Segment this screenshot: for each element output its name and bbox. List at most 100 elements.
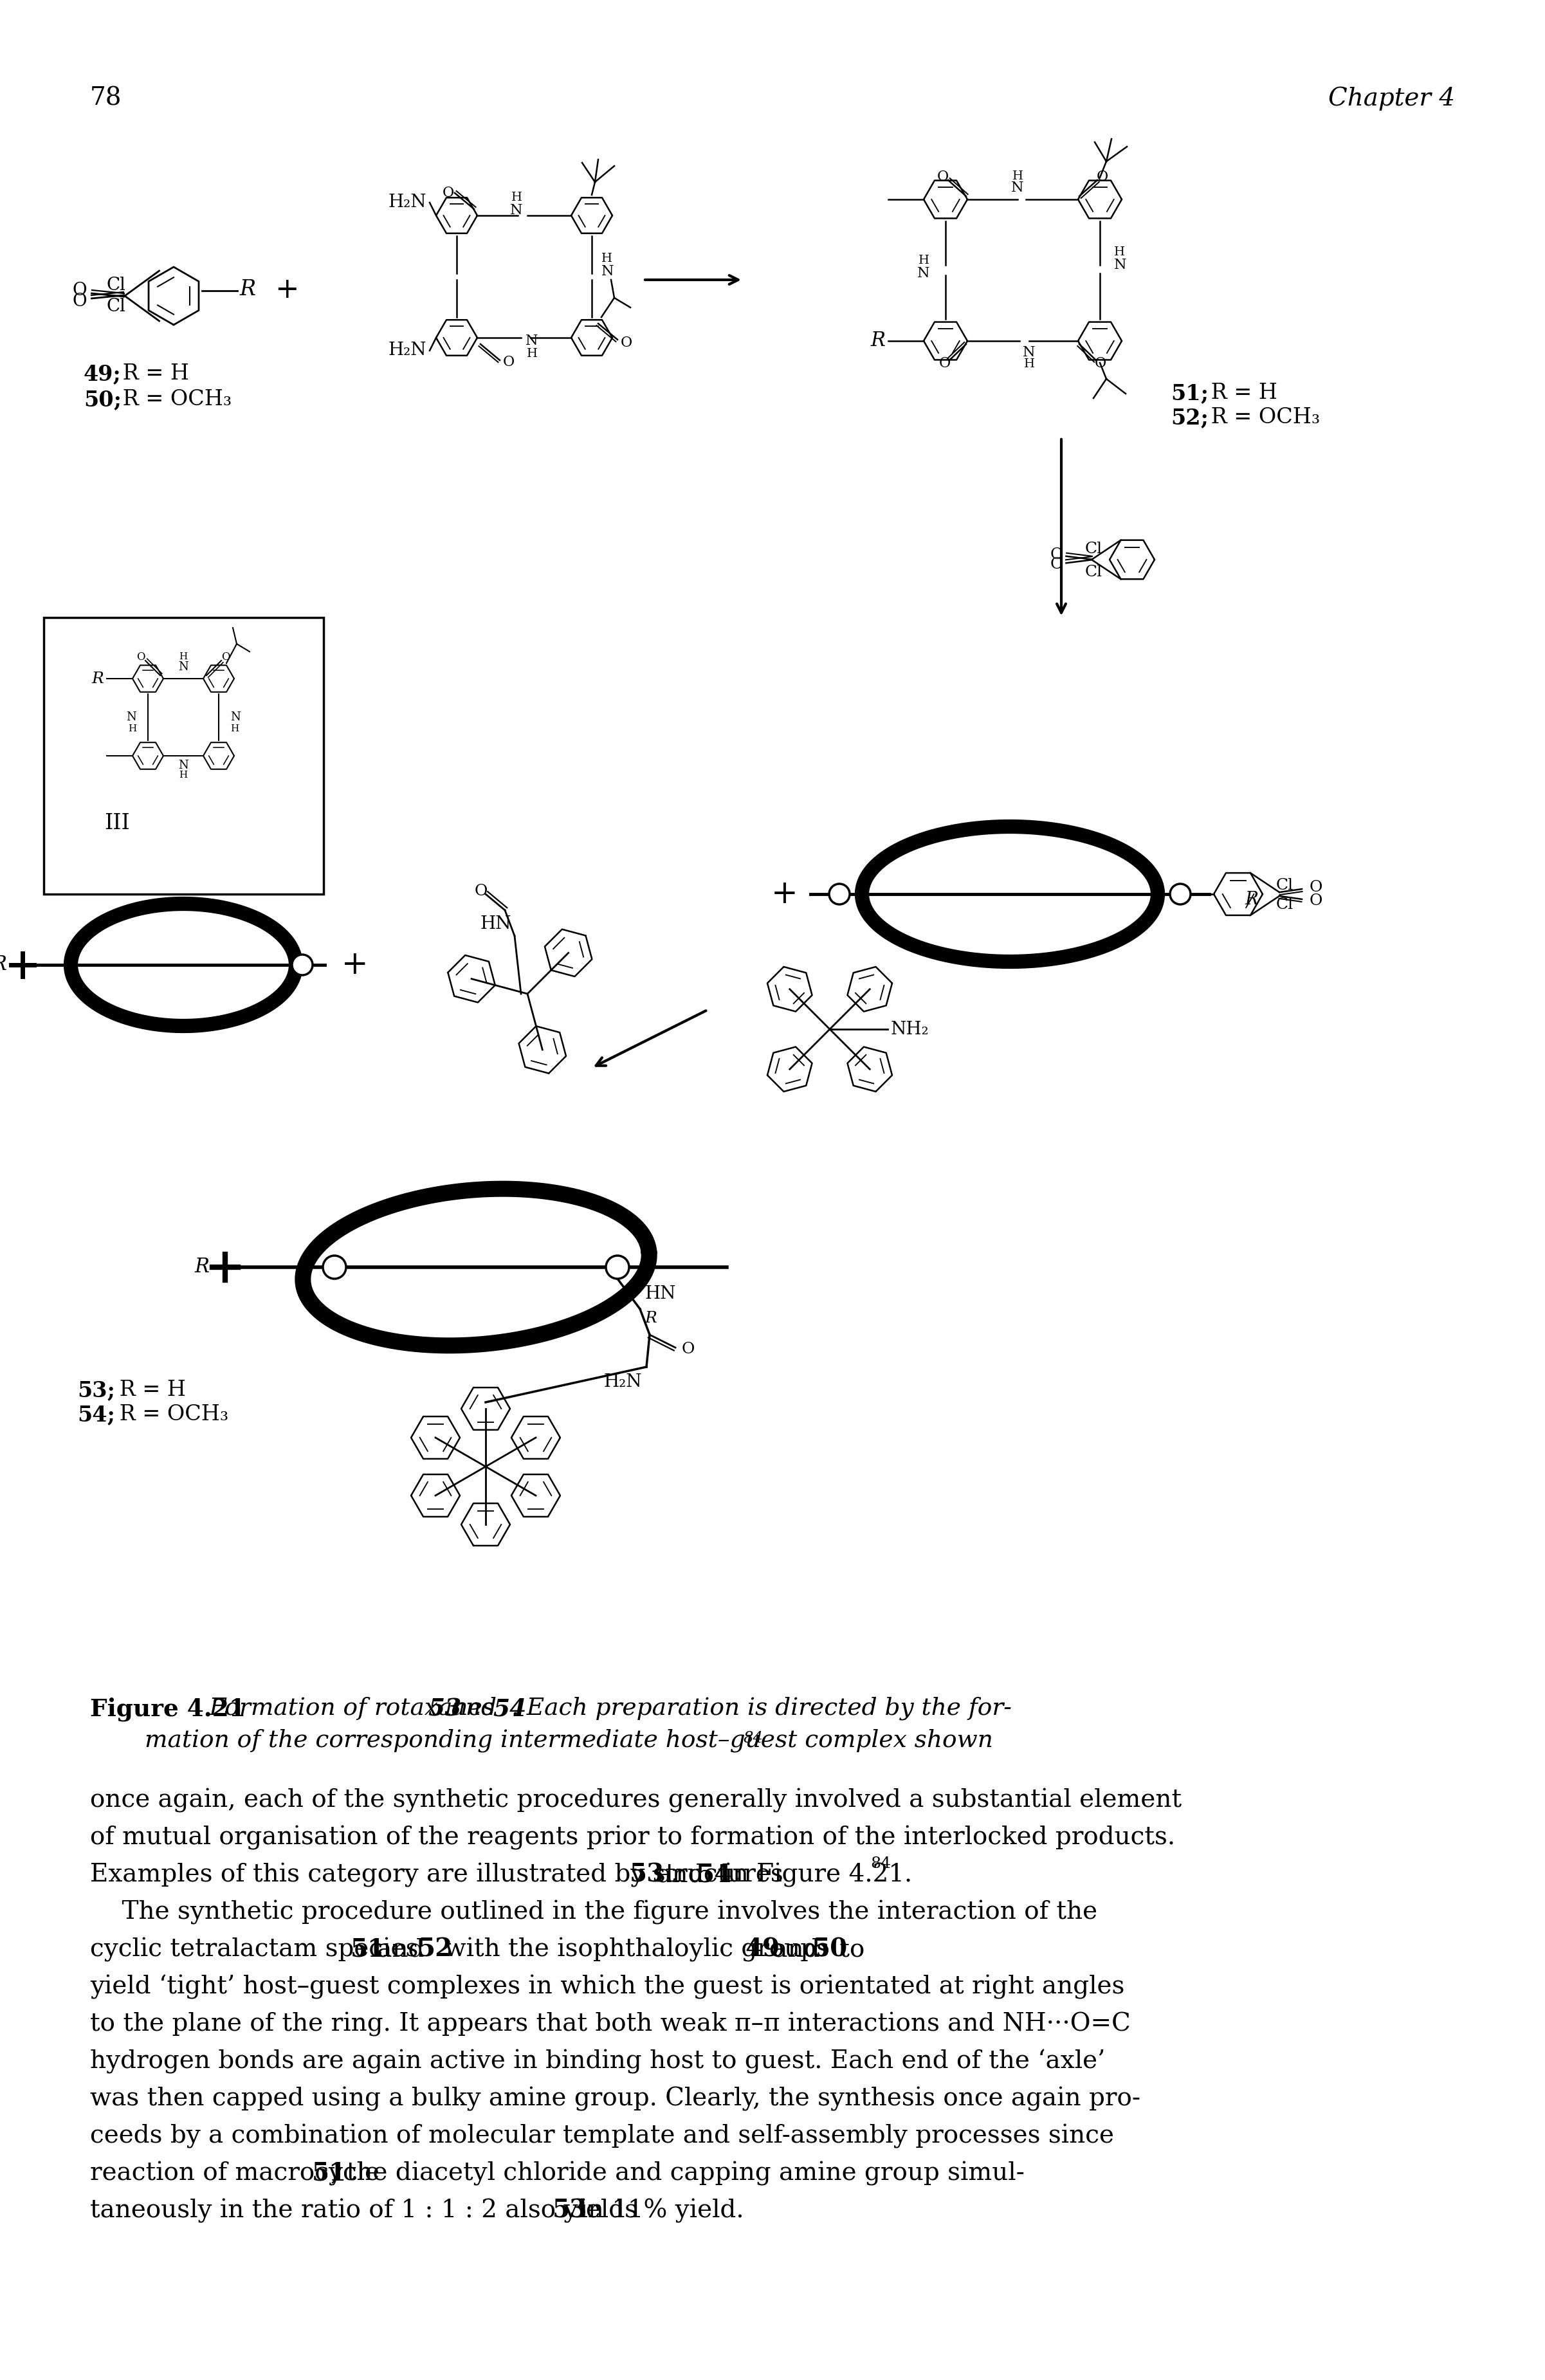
Text: R: R xyxy=(1245,890,1258,909)
Text: H₂N: H₂N xyxy=(388,343,426,359)
Text: O: O xyxy=(474,883,488,897)
Circle shape xyxy=(1170,883,1191,904)
Text: R = OCH₃: R = OCH₃ xyxy=(113,1404,229,1426)
Text: Examples of this category are illustrated by structures: Examples of this category are illustrate… xyxy=(90,1864,791,1887)
Text: Cl: Cl xyxy=(1085,564,1103,578)
Text: H: H xyxy=(128,724,136,733)
Text: N: N xyxy=(1023,345,1035,359)
Text: Cl: Cl xyxy=(1085,543,1103,557)
Text: 50: 50 xyxy=(813,1937,848,1961)
Text: O: O xyxy=(939,357,950,371)
Text: H: H xyxy=(1024,359,1035,369)
Text: H: H xyxy=(919,255,930,267)
Circle shape xyxy=(292,954,312,976)
Text: O: O xyxy=(681,1342,695,1357)
Text: 49: 49 xyxy=(745,1937,780,1961)
Text: H: H xyxy=(1114,248,1125,257)
Text: R = H: R = H xyxy=(1204,383,1278,402)
Text: +: + xyxy=(331,950,368,981)
Text: N: N xyxy=(1114,257,1126,271)
Text: and: and xyxy=(765,1937,828,1961)
Text: R: R xyxy=(239,278,255,300)
Text: N: N xyxy=(178,662,188,674)
Text: 53: 53 xyxy=(428,1697,462,1721)
Text: Cl: Cl xyxy=(107,298,125,314)
Text: Chapter 4: Chapter 4 xyxy=(1329,86,1455,112)
Bar xyxy=(43,616,323,895)
Text: Cl: Cl xyxy=(1276,897,1293,912)
Text: H: H xyxy=(1012,171,1023,181)
Text: Formation of rotaxanes: Formation of rotaxanes xyxy=(198,1697,499,1721)
Text: O: O xyxy=(73,281,87,300)
Text: N: N xyxy=(1012,181,1024,195)
Text: O: O xyxy=(221,652,230,664)
Text: III: III xyxy=(104,814,130,833)
Text: 78: 78 xyxy=(90,86,122,109)
Text: O: O xyxy=(1051,547,1063,562)
Text: O: O xyxy=(73,293,87,309)
Text: 54;: 54; xyxy=(77,1404,114,1426)
Text: R = H: R = H xyxy=(116,364,188,383)
Text: NH₂: NH₂ xyxy=(891,1021,929,1038)
Text: R = OCH₃: R = OCH₃ xyxy=(1204,407,1319,428)
Text: once again, each of the synthetic procedures generally involved a substantial el: once again, each of the synthetic proced… xyxy=(90,1787,1182,1814)
Text: to the plane of the ring. It appears that both weak π–π interactions and NH···O=: to the plane of the ring. It appears tha… xyxy=(90,2011,1131,2037)
Text: O: O xyxy=(136,652,145,664)
Text: 54: 54 xyxy=(697,1864,732,1887)
Text: O: O xyxy=(621,336,632,350)
Text: and: and xyxy=(369,1937,433,1961)
Text: and: and xyxy=(447,1697,502,1721)
Text: O: O xyxy=(1310,881,1323,895)
Text: N: N xyxy=(601,264,613,278)
Text: 51;: 51; xyxy=(1171,383,1208,405)
Text: , the diacetyl chloride and capping amine group simul-: , the diacetyl chloride and capping amin… xyxy=(331,2161,1024,2185)
Text: O: O xyxy=(1051,557,1063,571)
Text: with the isophthaloylic groups: with the isophthaloylic groups xyxy=(437,1937,837,1961)
Text: 53;: 53; xyxy=(77,1380,114,1402)
Text: 49;: 49; xyxy=(83,364,122,386)
Text: O: O xyxy=(1310,895,1323,909)
Circle shape xyxy=(606,1257,629,1278)
Text: reaction of macrocycle: reaction of macrocycle xyxy=(90,2161,388,2185)
Text: 50;: 50; xyxy=(83,390,122,409)
Text: was then capped using a bulky amine group. Clearly, the synthesis once again pro: was then capped using a bulky amine grou… xyxy=(90,2087,1140,2111)
Text: H: H xyxy=(179,771,187,781)
Text: N: N xyxy=(127,712,136,724)
Text: O: O xyxy=(1095,357,1106,371)
Text: H: H xyxy=(601,252,612,264)
Text: H: H xyxy=(230,724,239,733)
Text: 53: 53 xyxy=(553,2199,587,2223)
Text: R: R xyxy=(195,1257,209,1278)
Text: 84: 84 xyxy=(743,1730,763,1747)
Text: +: + xyxy=(266,276,300,305)
Text: O: O xyxy=(1097,169,1108,183)
Text: to: to xyxy=(831,1937,865,1961)
Text: H₂N: H₂N xyxy=(604,1373,641,1390)
Text: of mutual organisation of the reagents prior to formation of the interlocked pro: of mutual organisation of the reagents p… xyxy=(90,1825,1176,1849)
Text: 53: 53 xyxy=(630,1864,664,1887)
Text: R: R xyxy=(644,1311,657,1326)
Text: . Each preparation is directed by the for-: . Each preparation is directed by the fo… xyxy=(511,1697,1012,1721)
Text: yield ‘tight’ host–guest complexes in which the guest is orientated at right ang: yield ‘tight’ host–guest complexes in wh… xyxy=(90,1975,1125,1999)
Text: N: N xyxy=(916,267,930,281)
Text: N: N xyxy=(178,759,188,771)
Text: R: R xyxy=(91,671,104,685)
Text: HN: HN xyxy=(480,916,511,933)
Text: 84: 84 xyxy=(870,1856,891,1871)
Circle shape xyxy=(830,883,850,904)
Text: Cl: Cl xyxy=(1276,878,1293,892)
Text: ceeds by a combination of molecular template and self-assembly processes since: ceeds by a combination of molecular temp… xyxy=(90,2123,1114,2149)
Text: 51: 51 xyxy=(351,1937,385,1961)
Text: R = H: R = H xyxy=(113,1380,185,1399)
Text: O: O xyxy=(442,186,454,200)
Text: H: H xyxy=(179,652,187,662)
Text: hydrogen bonds are again active in binding host to guest. Each end of the ‘axle’: hydrogen bonds are again active in bindi… xyxy=(90,2049,1105,2073)
Text: N: N xyxy=(230,712,241,724)
Text: The synthetic procedure outlined in the figure involves the interaction of the: The synthetic procedure outlined in the … xyxy=(90,1899,1097,1925)
Text: H: H xyxy=(527,347,538,359)
Text: mation of the corresponding intermediate host–guest complex shown: mation of the corresponding intermediate… xyxy=(145,1728,993,1752)
Text: Figure 4.21: Figure 4.21 xyxy=(90,1697,246,1721)
Circle shape xyxy=(323,1257,346,1278)
Text: 51: 51 xyxy=(312,2161,346,2185)
Text: and: and xyxy=(649,1864,712,1887)
